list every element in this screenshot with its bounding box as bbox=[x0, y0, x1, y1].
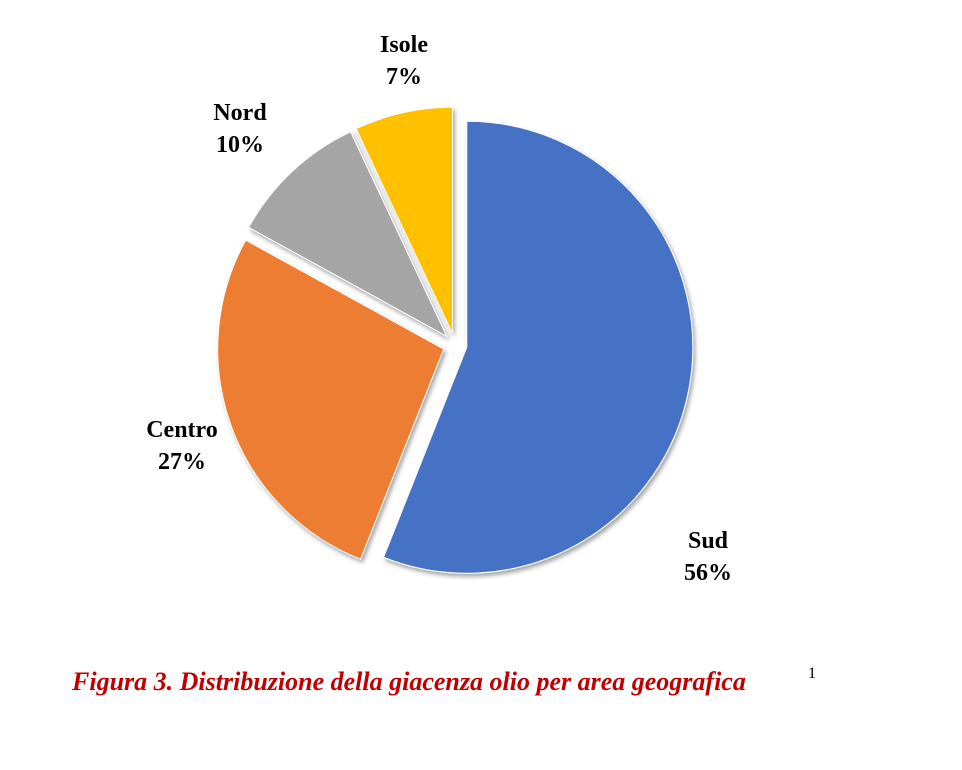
value-label: 56% bbox=[684, 560, 732, 586]
pie-slice bbox=[217, 239, 445, 560]
pie bbox=[217, 106, 694, 574]
value-label: 27% bbox=[158, 449, 206, 475]
pie-slice bbox=[355, 106, 453, 334]
pie-slice bbox=[248, 131, 448, 338]
chart-title: Figura 3. Distribuzione della giacenza o… bbox=[71, 667, 746, 696]
slice-label: Nord bbox=[213, 100, 267, 126]
footnote: 1 bbox=[808, 665, 816, 682]
slice-label: Sud bbox=[688, 528, 729, 554]
value-label: 10% bbox=[216, 132, 264, 158]
pie-slice bbox=[382, 120, 694, 574]
slice-label: Isole bbox=[380, 32, 428, 58]
value-label: 7% bbox=[386, 64, 422, 90]
slice-label: Centro bbox=[146, 417, 218, 443]
